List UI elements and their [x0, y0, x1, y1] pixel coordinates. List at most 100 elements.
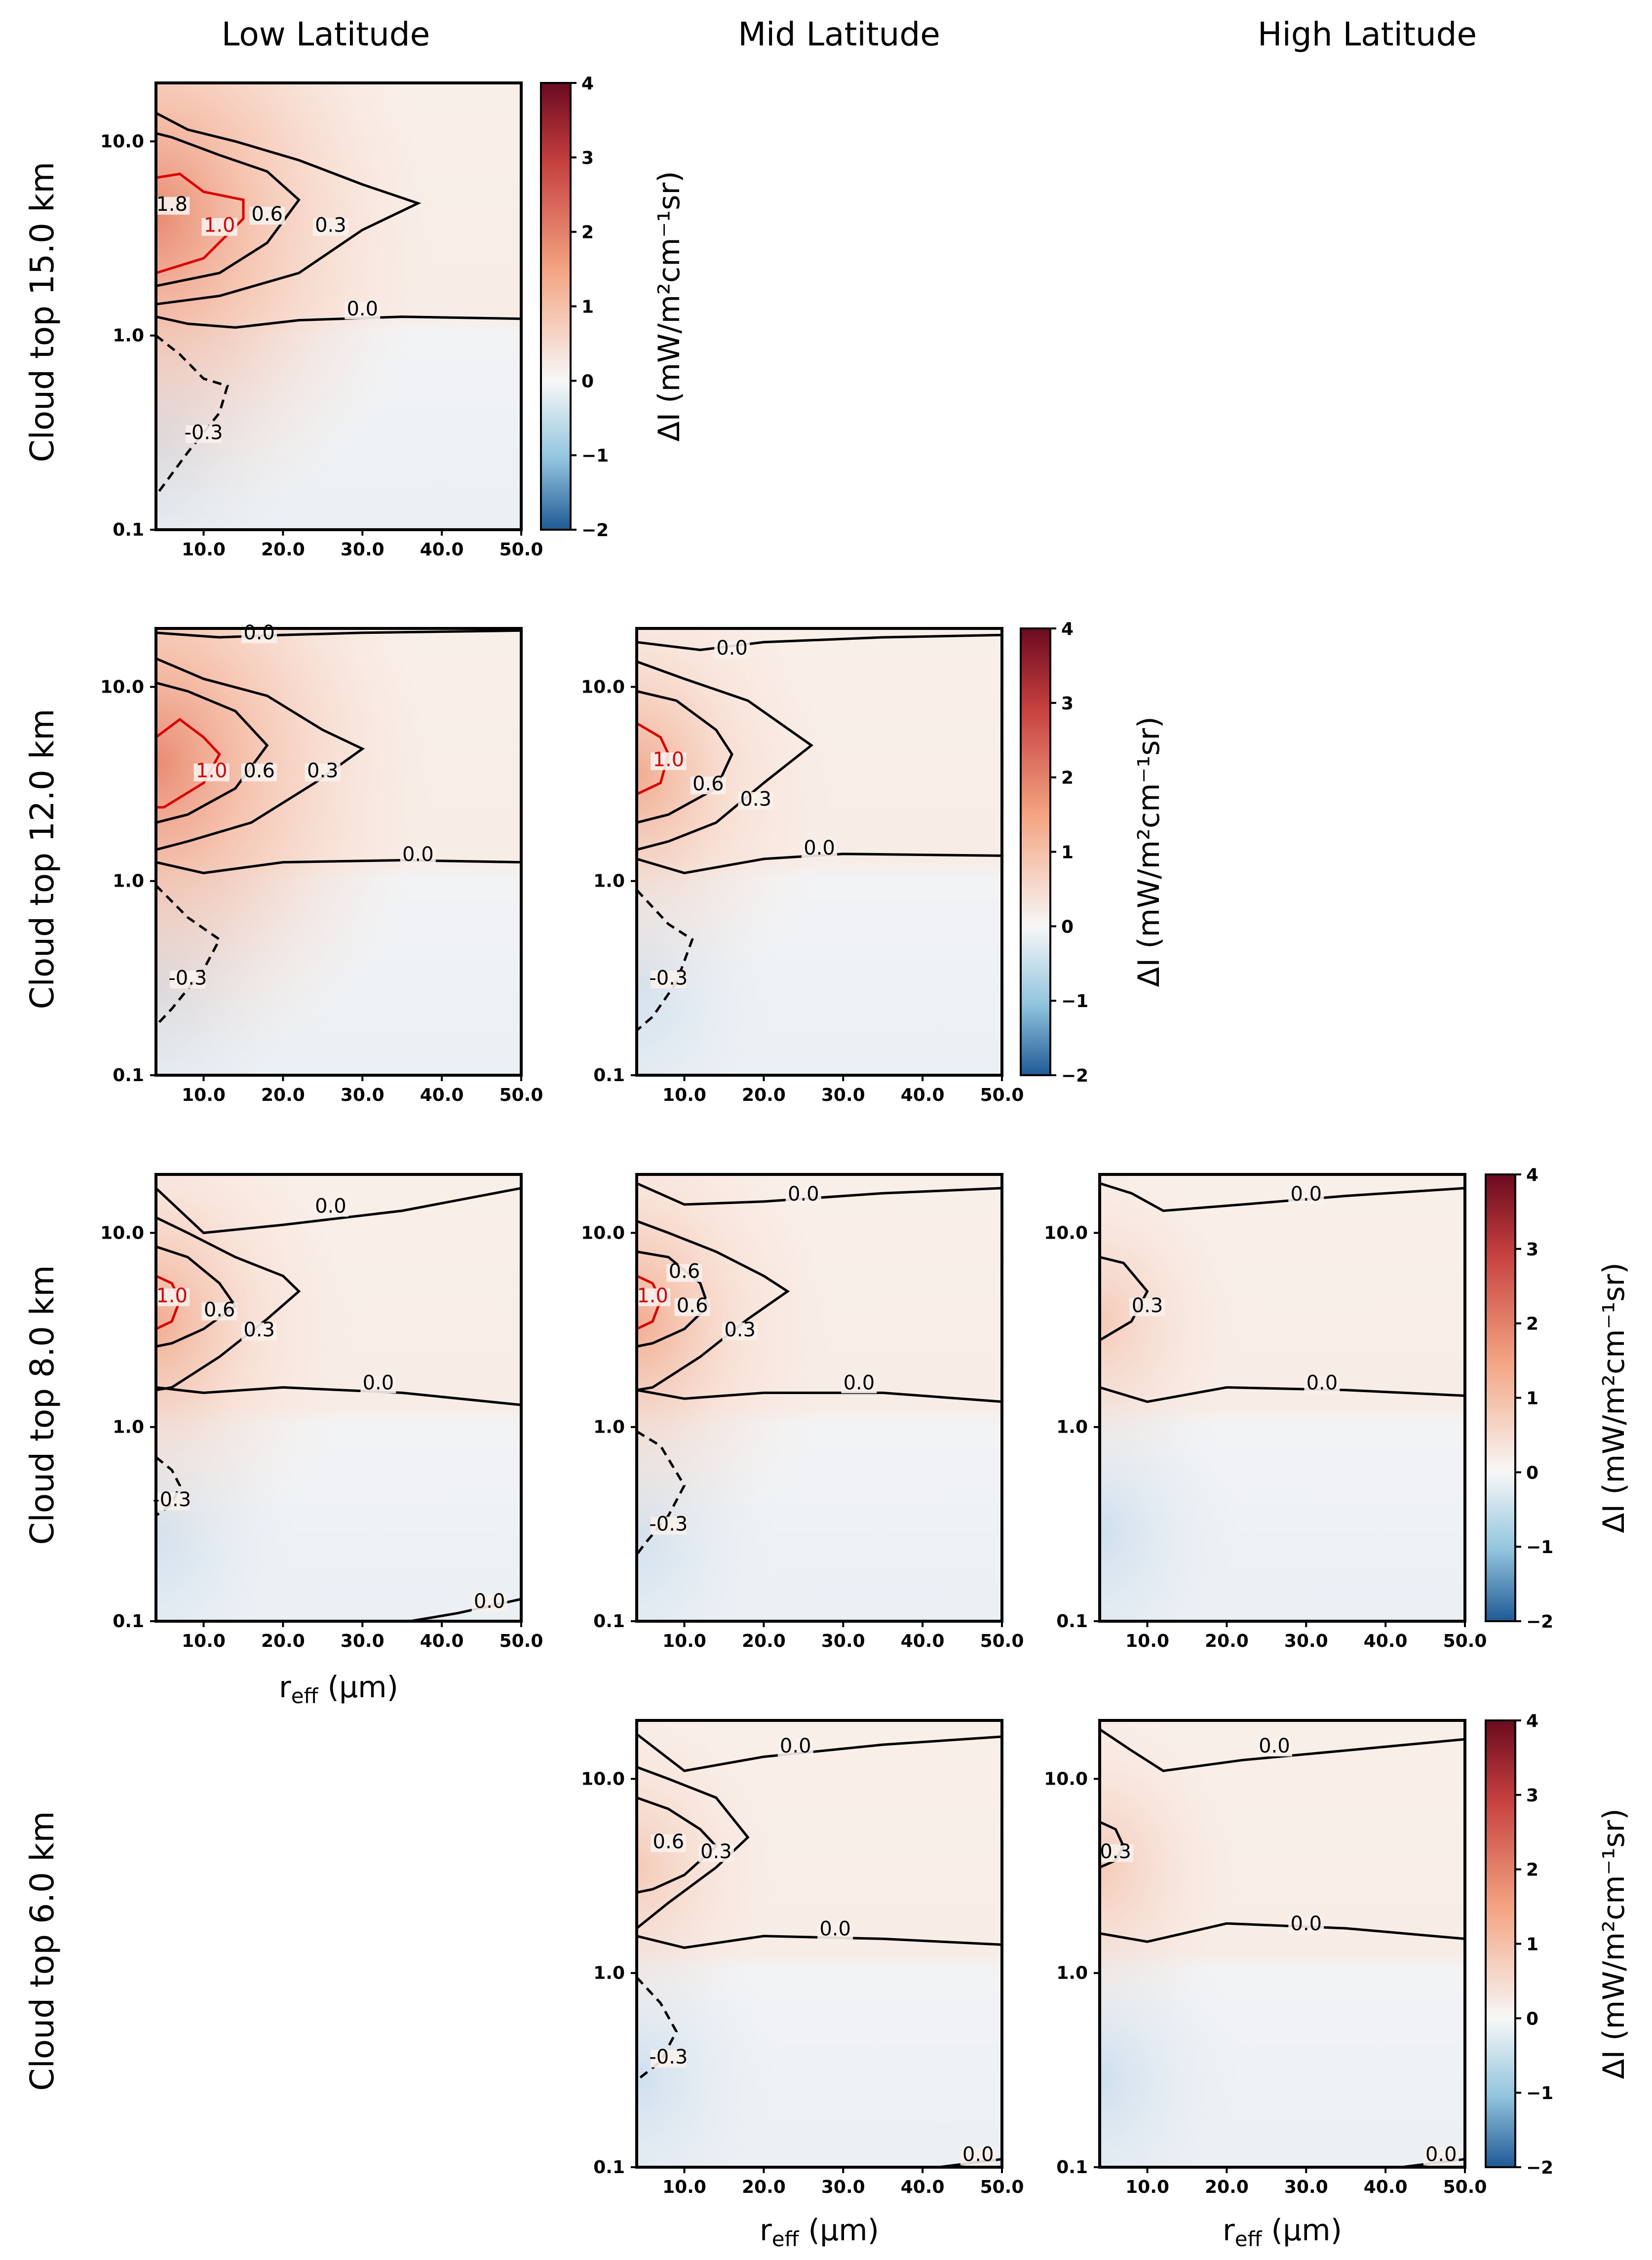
contour-label: 1.0: [637, 1285, 668, 1307]
x-axis-label-unit: (μm): [1262, 2213, 1342, 2248]
row-title-8km: Cloud top 8.0 km: [23, 1265, 61, 1545]
colorbar-tick-label: 2: [1526, 1860, 1538, 1880]
contour-label-bg: [674, 1298, 710, 1316]
colorbar-1: 4 3 2 1 0 −1 −2 ΔI (mW/m²cm⁻¹sr): [1020, 619, 1166, 1086]
x-tick-label: 30.0: [821, 1631, 865, 1651]
colorbar-ramp: [1485, 1719, 1516, 2168]
contour-label-bg: [241, 1323, 277, 1341]
contour-label-bg: [154, 1288, 190, 1306]
contour-label-bg: [249, 206, 285, 225]
panel-frame: [154, 627, 523, 1077]
panel-r2-c2: 0.0 0.3 0.0 10.0 20.0 30.0 40.0 50.0 10.0 1.0 0.1: [1044, 1173, 1487, 1651]
panel-warm-region: [637, 1720, 1002, 2167]
y-tick-label: 0.1: [593, 1611, 625, 1632]
contour-line: [155, 629, 522, 639]
x-tick-label: 50.0: [980, 1085, 1024, 1105]
panel-r3-c1: 0.0 0.6 0.3 0.0 -0.3 0.0 10.0 20.0 30.0 40.0 50.0 1…: [581, 1719, 1024, 2197]
contour-line: [155, 1216, 301, 1392]
contour-label-bg: [777, 1738, 813, 1756]
contour-label-bg: [651, 1517, 687, 1535]
contour-line-dashed: [636, 1976, 678, 2082]
contour-label-bg: [471, 1594, 507, 1612]
x-tick-label: 50.0: [980, 2177, 1024, 2197]
x-tick-label: 30.0: [821, 1085, 865, 1105]
x-axis-label-unit: (μm): [318, 1670, 398, 1705]
x-tick-label: 20.0: [742, 1631, 786, 1651]
contour-line: [636, 660, 814, 851]
contour-label: -0.3: [649, 1513, 688, 1535]
colorbar-tick-label: 0: [1526, 1463, 1538, 1483]
contour-label-bg: [201, 218, 237, 236]
x-tick-label: 20.0: [742, 1085, 786, 1105]
colorbar-tick-label: 4: [1061, 619, 1074, 639]
colorbar-ramp: [1485, 1173, 1516, 1622]
y-tick-label: 0.1: [113, 1065, 144, 1086]
contour-line: [636, 1389, 1002, 1403]
contour-label-bg: [690, 777, 726, 795]
contour-line: [636, 633, 1002, 652]
contour-line-dashed: [155, 884, 221, 1027]
x-axis-label-sub: eff: [291, 1684, 319, 1708]
panel-warm-region: [156, 628, 521, 1075]
contour-label: 0.6: [204, 1299, 235, 1322]
contour-label: 0.0: [844, 1371, 875, 1394]
x-axis-label-main: r: [760, 2213, 772, 2248]
contour-label: 0.0: [788, 1183, 819, 1206]
contour-label-bg: [1304, 1375, 1340, 1394]
x-tick-label: 10.0: [662, 2177, 706, 2197]
contour-line: [636, 1182, 1002, 1206]
contour-label-bg: [841, 1375, 877, 1394]
colorbar-2: 4 3 2 1 0 −1 −2 ΔI (mW/m²cm⁻¹sr): [1485, 1165, 1631, 1632]
contour-label: -0.3: [649, 967, 688, 989]
x-axis-label-main: r: [279, 1670, 291, 1705]
contour-label: 0.0: [1290, 1912, 1322, 1935]
contour-line: [636, 853, 1002, 874]
contour-line: [1099, 1922, 1465, 1943]
y-tick-label: 0.1: [593, 1065, 625, 1086]
x-tick-label: 40.0: [901, 1631, 945, 1651]
y-tick-label: 1.0: [593, 1417, 625, 1438]
contour-line: [636, 1766, 750, 1930]
y-tick-label: 0.1: [113, 520, 144, 540]
column-title-high: High Latitude: [1258, 15, 1477, 53]
contour-label: 0.6: [692, 773, 724, 795]
x-tick-label: 50.0: [499, 1631, 543, 1651]
contour-label-bg: [698, 1844, 734, 1862]
x-tick-label: 50.0: [980, 1631, 1024, 1651]
x-tick-label: 50.0: [499, 540, 543, 560]
contour-label-bg: [312, 1199, 348, 1217]
y-tick-label: 1.0: [113, 1417, 144, 1438]
contour-label: 0.0: [804, 837, 835, 859]
colorbar-tick-label: 2: [581, 223, 594, 243]
x-tick-label: 10.0: [662, 1631, 706, 1651]
colorbar-tick-label: 4: [1526, 1711, 1538, 1731]
contour-label: -0.3: [168, 967, 207, 989]
y-tick-label: 0.1: [593, 2157, 625, 2178]
panel-warm-region: [156, 83, 521, 530]
contour-label: 0.0: [474, 1590, 505, 1613]
colorbar-tick-label: 1: [1061, 843, 1074, 863]
contour-label: 0.3: [740, 788, 771, 811]
contour-label: 1.0: [653, 748, 685, 771]
colorbar-tick-label: 0: [1061, 917, 1074, 937]
contour-label: 0.0: [1290, 1183, 1322, 1206]
colorbar-tick-label: 4: [581, 74, 594, 94]
contour-label-bg: [1129, 1298, 1165, 1316]
contour-label: 0.0: [716, 637, 748, 660]
contour-label-bg: [802, 841, 837, 859]
x-tick-label: 50.0: [1443, 1631, 1487, 1651]
colorbar-tick-label: 3: [1526, 1786, 1538, 1806]
contour-label-bg: [714, 641, 750, 659]
contour-line-red: [155, 718, 221, 809]
colorbar-tick-label: 1: [581, 297, 594, 317]
x-tick-label: 10.0: [182, 540, 226, 560]
contour-label: 0.3: [724, 1319, 756, 1341]
contour-label-bg: [738, 792, 774, 810]
x-tick-label: 30.0: [821, 2177, 865, 2197]
y-tick-label: 10.0: [581, 1769, 625, 1789]
x-tick-label: 40.0: [420, 540, 464, 560]
x-tick-label: 10.0: [662, 1085, 706, 1105]
contour-label-bg: [1256, 1738, 1292, 1756]
contour-line: [155, 112, 422, 306]
contour-label: 0.3: [307, 760, 339, 782]
